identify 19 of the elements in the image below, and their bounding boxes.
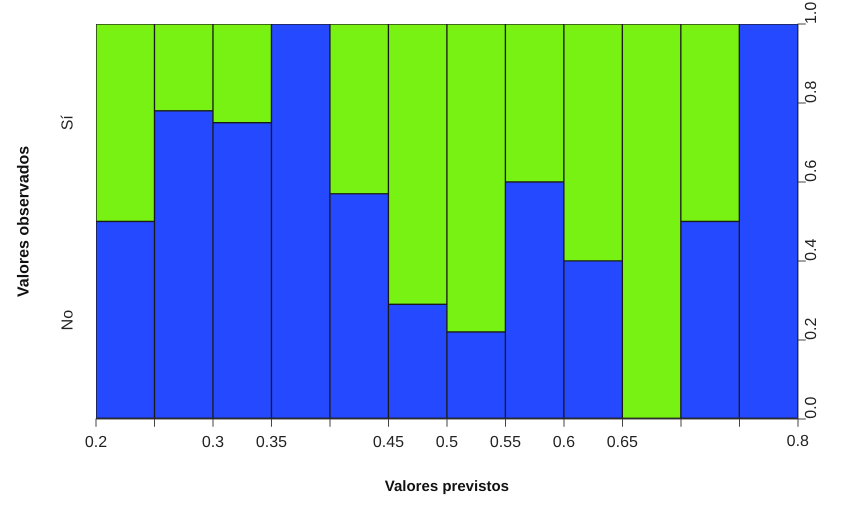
y-axis-title: Valores observados — [15, 146, 32, 297]
x-tick-label: 0.6 — [552, 434, 576, 451]
x-tick-label: 0.55 — [490, 434, 522, 451]
text: No — [59, 310, 76, 330]
x-tick-label: 0.45 — [372, 434, 404, 451]
x-tick-label: 0.65 — [606, 434, 638, 451]
y-tick-label: 0.0 — [803, 396, 820, 419]
x-tick-label: 0.35 — [256, 434, 288, 451]
x-tick-label: 0.2 — [84, 434, 108, 451]
y-tick-label: 0.6 — [803, 160, 820, 182]
y-tick-label: 0.8 — [803, 80, 820, 103]
y-tick-label: 0.4 — [803, 238, 820, 261]
x-tick-label: 0.5 — [436, 434, 458, 451]
y-tick-label: 0.2 — [803, 317, 820, 340]
text: 0.8 — [786, 433, 810, 450]
text: Sí — [59, 114, 76, 130]
x-tick-label: 0.3 — [202, 434, 224, 451]
y-tick-label: 1.0 — [803, 2, 820, 24]
x-axis-title: Valores previstos — [384, 478, 510, 496]
